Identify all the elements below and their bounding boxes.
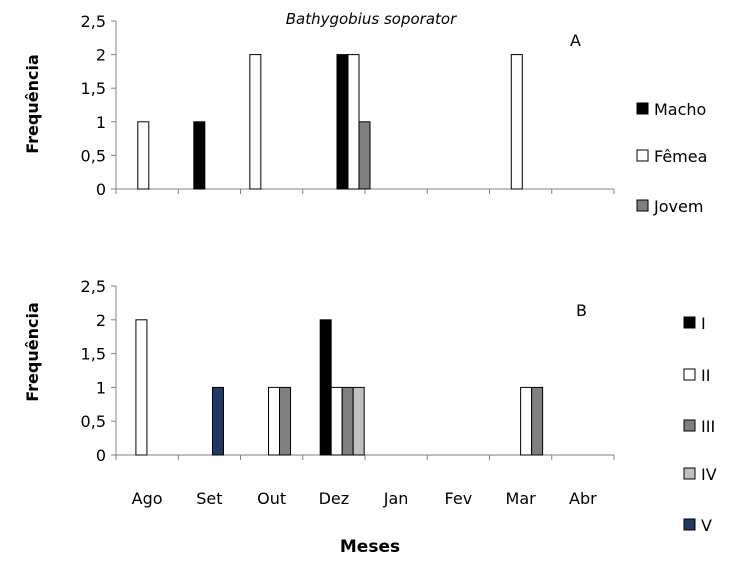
x-tick-label: Ago bbox=[132, 489, 163, 508]
bar-ii-mar bbox=[520, 386, 533, 456]
y-axis-label-b: Frequência bbox=[23, 302, 42, 402]
legend-a: Macho Fêmea Jovem bbox=[636, 100, 707, 216]
legend-swatch-fêmea bbox=[636, 149, 649, 162]
legend-label-fêmea: Fêmea bbox=[654, 147, 707, 166]
legend-label-i: I bbox=[701, 314, 706, 333]
y-tick-label: 2 bbox=[96, 311, 106, 330]
legend-label-ii: II bbox=[701, 366, 710, 385]
y-tick-label: 0,5 bbox=[81, 412, 106, 431]
legend-swatch-iii bbox=[683, 419, 696, 432]
legend-label-iii: III bbox=[701, 417, 715, 436]
legend-swatch-ii bbox=[683, 368, 696, 381]
bar-ii-dez bbox=[330, 386, 343, 456]
bar-fêmea-mar bbox=[510, 54, 523, 190]
legend-label-v: V bbox=[701, 516, 712, 535]
panel-label-b: B bbox=[576, 301, 587, 320]
y-tick-label: 1 bbox=[96, 378, 106, 397]
plot-area-a: 0 0,5 1 1,5 2 2,5 bbox=[81, 12, 615, 199]
panel-label-a: A bbox=[570, 31, 581, 50]
bar-iii-mar bbox=[531, 386, 544, 456]
bar-macho-dez bbox=[336, 54, 349, 190]
y-tick-label: 2,5 bbox=[81, 277, 106, 296]
legend-label-iv: IV bbox=[701, 465, 717, 484]
legend-swatch-v bbox=[683, 518, 696, 531]
x-tick-label: Jan bbox=[383, 489, 409, 508]
x-tick-label: Dez bbox=[319, 489, 350, 508]
legend-swatch-jovem bbox=[636, 199, 649, 212]
x-axis-label: Meses bbox=[340, 537, 400, 557]
bar-ii-ago bbox=[135, 319, 148, 456]
x-tick-label: Set bbox=[196, 489, 222, 508]
x-tick-label: Fev bbox=[445, 489, 473, 508]
legend-swatch-i bbox=[683, 316, 696, 329]
bar-jovem-dez bbox=[358, 121, 371, 190]
bar-i-dez bbox=[319, 319, 332, 456]
y-tick-label: 0 bbox=[96, 180, 106, 199]
x-tick-label: Mar bbox=[506, 489, 537, 508]
y-tick-label: 2,5 bbox=[81, 12, 106, 31]
legend-swatch-iv bbox=[683, 467, 696, 480]
plot-area-b: 0 0,5 1 1,5 2 2,5 Ago Set Out Dez Jan Fev Mar Abr bbox=[81, 277, 615, 508]
x-tick-label: Out bbox=[257, 489, 286, 508]
chart-title: Bathygobius soporator bbox=[286, 10, 457, 28]
y-tick-label: 0,5 bbox=[81, 146, 106, 165]
bar-iv-dez bbox=[352, 386, 365, 456]
y-axis-label-a: Frequência bbox=[23, 54, 42, 154]
y-tick-label: 2 bbox=[96, 46, 106, 65]
legend-label-jovem: Jovem bbox=[653, 197, 703, 216]
x-tick-label: Abr bbox=[569, 489, 597, 508]
bar-macho-set bbox=[193, 121, 206, 190]
bar-fêmea-ago bbox=[137, 121, 150, 190]
y-tick-label: 1,5 bbox=[81, 79, 106, 98]
legend-swatch-macho bbox=[636, 102, 649, 115]
y-tick-label: 1 bbox=[96, 113, 106, 132]
y-tick-label: 1,5 bbox=[81, 345, 106, 364]
bar-ii-out bbox=[268, 386, 281, 456]
legend-label-macho: Macho bbox=[654, 100, 706, 119]
bar-iii-dez bbox=[341, 386, 354, 456]
y-tick-label: 0 bbox=[96, 446, 106, 465]
bar-fêmea-dez bbox=[347, 54, 360, 190]
bar-fêmea-out bbox=[249, 54, 262, 190]
bar-v-set bbox=[211, 386, 224, 456]
bar-iii-out bbox=[279, 386, 292, 456]
